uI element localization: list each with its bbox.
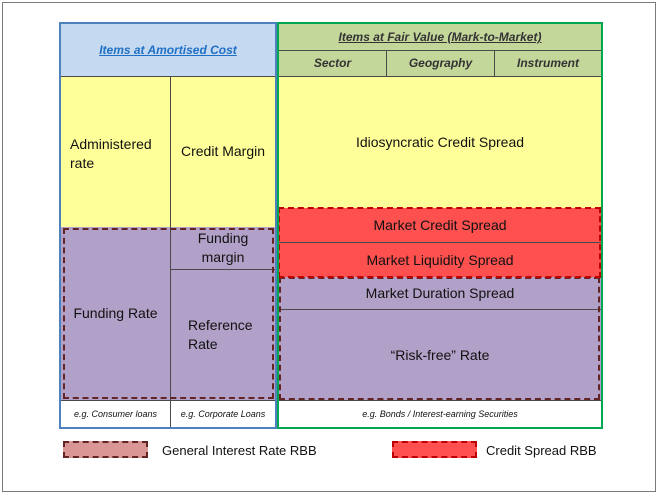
corporate-loans-text: e.g. Corporate Loans	[180, 408, 266, 419]
credit-spread-legend-swatch	[392, 441, 477, 458]
funding-rate-label: Funding Rate	[61, 227, 170, 400]
consumer-loans-note: e.g. Consumer loans	[61, 400, 170, 427]
general-irr-legend-label: General Interest Rate RBB	[162, 443, 317, 458]
funding-margin-label: Funding margin	[171, 227, 275, 269]
reference-rate-text: Reference Rate	[188, 317, 253, 352]
geography-text: Geography	[408, 56, 473, 70]
risk-free-cell: “Risk-free” Rate	[279, 310, 601, 400]
fair-value-panel-border	[277, 22, 603, 429]
credit-margin-label: Credit Margin	[171, 76, 275, 227]
market-credit-cell: Market Credit Spread	[279, 208, 601, 243]
instrument-text: Instrument	[516, 56, 579, 70]
general-irr-legend-swatch	[63, 441, 148, 458]
credit-spread-box	[278, 207, 601, 278]
subheader-geography: Geography	[387, 50, 494, 76]
bonds-text: e.g. Bonds / Interest-earning Securities	[362, 409, 518, 419]
funding-rate-text: Funding Rate	[73, 305, 158, 321]
amortised-footer-area	[61, 400, 275, 427]
sector-text: Sector	[313, 56, 352, 70]
amortised-panel-border	[59, 22, 277, 429]
idiosyncratic-cell: Idiosyncratic Credit Spread	[279, 77, 601, 208]
risk-free-text: “Risk-free” Rate	[390, 346, 490, 363]
fair-value-header-cell: Items at Fair Value (Mark-to-Market)	[279, 24, 601, 50]
corporate-loans-note: e.g. Corporate Loans	[171, 400, 275, 427]
funding-margin-text: Funding margin	[197, 230, 249, 265]
fair-value-header: Items at Fair Value (Mark-to-Market)	[338, 30, 542, 44]
amortised-purple-area	[61, 227, 275, 400]
idiosyncratic-text: Idiosyncratic Credit Spread	[355, 134, 525, 150]
slide-frame	[2, 2, 656, 492]
market-credit-text: Market Credit Spread	[373, 217, 507, 233]
subheader-sector: Sector	[279, 50, 386, 76]
general-irr-box-right	[279, 277, 600, 400]
amortised-header-cell: Items at Amortised Cost	[61, 24, 275, 76]
subheader-instrument: Instrument	[495, 50, 601, 76]
market-liquidity-text: Market Liquidity Spread	[366, 251, 514, 268]
market-duration-text: Market Duration Spread	[365, 284, 515, 301]
bonds-note: e.g. Bonds / Interest-earning Securities	[279, 401, 601, 427]
amortised-yellow-area	[61, 76, 275, 227]
reference-rate-label: Reference Rate	[171, 270, 275, 400]
market-duration-cell: Market Duration Spread	[279, 277, 601, 309]
credit-margin-text: Credit Margin	[180, 143, 266, 159]
market-liquidity-cell: Market Liquidity Spread	[279, 243, 601, 277]
credit-spread-legend-label: Credit Spread RBB	[486, 443, 597, 458]
general-irr-box-left	[63, 228, 274, 399]
consumer-loans-text: e.g. Consumer loans	[73, 408, 158, 419]
amortised-header: Items at Amortised Cost	[99, 43, 237, 57]
administered-rate-label: Administered rate	[70, 136, 152, 171]
